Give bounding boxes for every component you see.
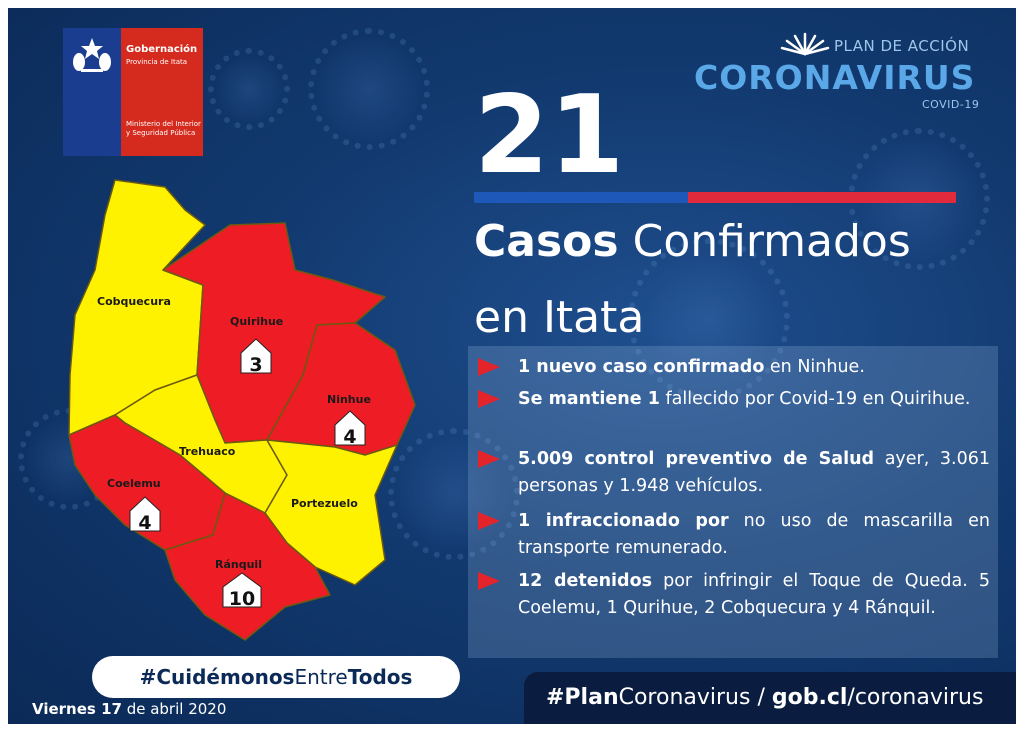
logo-gobernacion: Gobernación (126, 44, 198, 55)
virus-decoration (208, 48, 290, 130)
flag-bar-blue (474, 192, 688, 203)
date-label: Viernes 17 de abril 2020 (32, 700, 226, 718)
date-weekday: Viernes (32, 700, 102, 718)
footer-bar: #PlanCoronavirus / gob.cl/coronavirus (524, 672, 1016, 724)
plan-accion-brand: PLAN DE ACCIÓN CORONAVIRUS COVID-19 (686, 26, 996, 116)
headline-line1: Casos Confirmados (474, 214, 911, 270)
red-arrow-icon (478, 450, 500, 468)
red-arrow-icon (478, 358, 500, 376)
commune-label: Portezuelo (291, 497, 358, 510)
info-item: 12 detenidos por infringir el Toque de Q… (478, 568, 991, 622)
info-panel: 1 nuevo caso confirmado en Ninhue. Se ma… (468, 346, 998, 658)
case-count: 3 (249, 354, 262, 376)
case-marker-quirihue: 3 (240, 338, 272, 376)
flag-bar-red (688, 192, 956, 203)
info-item-bold: 1 nuevo caso confirmado (518, 357, 765, 377)
commune-label: Cobquecura (97, 295, 171, 308)
hashtag-mid: Entre (294, 665, 348, 689)
coronavirus-title: CORONAVIRUS (694, 58, 976, 97)
virus-decoration (628, 238, 790, 400)
case-marker-ranquil: 10 (222, 572, 262, 610)
footer-coronavirus: Coronavirus / (618, 685, 772, 710)
confirmed-cases-count: 21 (474, 73, 625, 198)
virus-decoration (308, 28, 430, 150)
logo-provincia: Provincia de Itata (126, 58, 188, 66)
hashtag-bold2: Todos (347, 665, 413, 689)
headline-rest: Confirmados (632, 216, 911, 267)
info-item: 5.009 control preventivo de Salud ayer, … (478, 446, 990, 500)
covid19-label: COVID-19 (922, 98, 980, 111)
info-item-bold: Se mantiene 1 (518, 389, 660, 409)
commune-portezuelo (264, 439, 398, 586)
info-item: 1 nuevo caso confirmado en Ninhue. (478, 354, 990, 381)
headline-bold: Casos (474, 216, 619, 267)
coat-of-arms-icon (73, 38, 111, 72)
sun-rays-icon (780, 32, 830, 56)
info-item-bold: 12 detenidos (518, 571, 653, 591)
headline-line2: en Itata (474, 292, 645, 343)
commune-ranquil (164, 492, 331, 641)
plan-de-accion-label: PLAN DE ACCIÓN (834, 37, 970, 55)
info-item-text: fallecido por Covid-19 en Quirihue. (659, 389, 971, 409)
hashtag-bold1: Cuidémonos (156, 665, 295, 689)
commune-label: Quirihue (230, 315, 283, 328)
commune-label: Ninhue (327, 393, 371, 406)
info-item-text: ayer, 3.061 personas y 1.948 vehículos. (518, 449, 990, 496)
logo-ministerio: Ministerio del Interior y Seguridad Públ… (126, 120, 201, 137)
red-arrow-icon (478, 572, 500, 590)
info-item-text: por infringir el Toque de Queda. 5 Coele… (518, 571, 991, 618)
case-marker-coelemu: 4 (129, 496, 161, 534)
hashtag-hash: # (139, 665, 157, 689)
case-count: 10 (229, 588, 255, 610)
logo-red-band (121, 28, 203, 156)
gobernacion-logo: Gobernación Provincia de Itata Ministeri… (63, 28, 203, 156)
virus-decoration (388, 428, 520, 560)
case-count: 4 (343, 426, 356, 448)
logo-blue-band (63, 28, 121, 156)
footer-gobcl: gob.cl (771, 685, 848, 710)
poster: Gobernación Provincia de Itata Ministeri… (8, 8, 1016, 724)
info-item-bold: 5.009 control preventivo de Salud (518, 449, 875, 469)
info-item: 1 infraccionado por no uso de mascarilla… (478, 508, 991, 562)
info-item-text: no uso de mascarilla en transporte remun… (518, 511, 991, 558)
itata-map: Cobquecura Quirihue Ninhue Trehuaco Coel… (68, 179, 416, 641)
case-count: 4 (138, 512, 151, 534)
commune-label: Ránquil (215, 558, 262, 571)
hashtag-pill: #CuidémonosEntreTodos (92, 656, 460, 698)
date-day: 17 (101, 700, 122, 718)
date-rest: de abril 2020 (121, 700, 227, 718)
commune-label: Trehuaco (179, 445, 236, 458)
footer-hash-plan: #Plan (546, 685, 619, 710)
info-item-text: en Ninhue. (764, 357, 865, 377)
info-item: Se mantiene 1 fallecido por Covid-19 en … (478, 386, 990, 413)
footer-path: /coronavirus (847, 685, 984, 710)
case-marker-ninhue: 4 (334, 410, 366, 448)
red-arrow-icon (478, 512, 500, 530)
commune-label: Coelemu (107, 477, 161, 490)
info-item-bold: 1 infraccionado por (518, 511, 729, 531)
red-arrow-icon (478, 390, 500, 408)
